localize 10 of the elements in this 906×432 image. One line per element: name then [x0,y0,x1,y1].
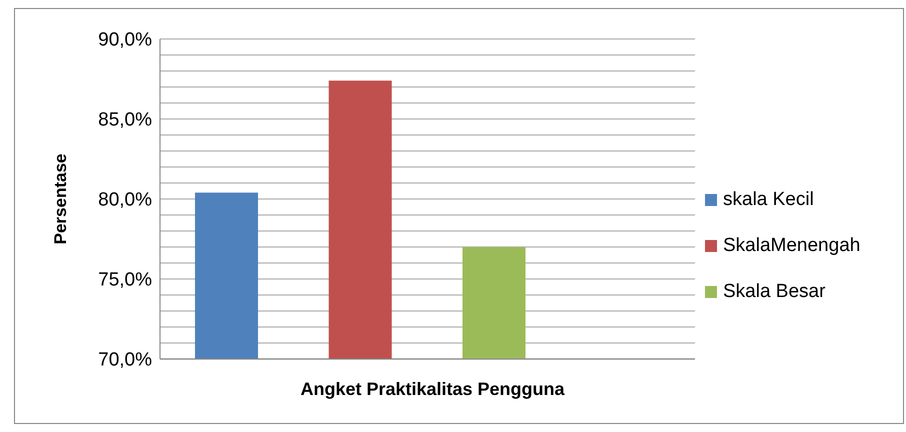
legend-label: Skala Besar [723,281,826,303]
legend-label: skala Kecil [723,189,814,211]
y-axis-title: Persentase [51,154,70,244]
y-tick-label: 70,0% [98,350,152,371]
y-tick-label: 90,0% [98,30,152,51]
legend-label: SkalaMenengah [723,235,860,257]
y-tick-label: 85,0% [98,110,152,131]
y-tick-label: 75,0% [98,270,152,291]
y-tick-label: 80,0% [98,190,152,211]
x-axis-title: Angket Praktikalitas Pengguna [299,379,566,400]
